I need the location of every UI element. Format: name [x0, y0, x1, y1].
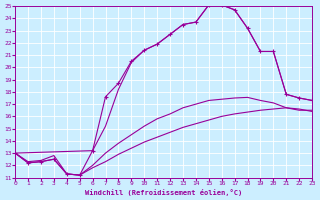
X-axis label: Windchill (Refroidissement éolien,°C): Windchill (Refroidissement éolien,°C) [85, 189, 242, 196]
